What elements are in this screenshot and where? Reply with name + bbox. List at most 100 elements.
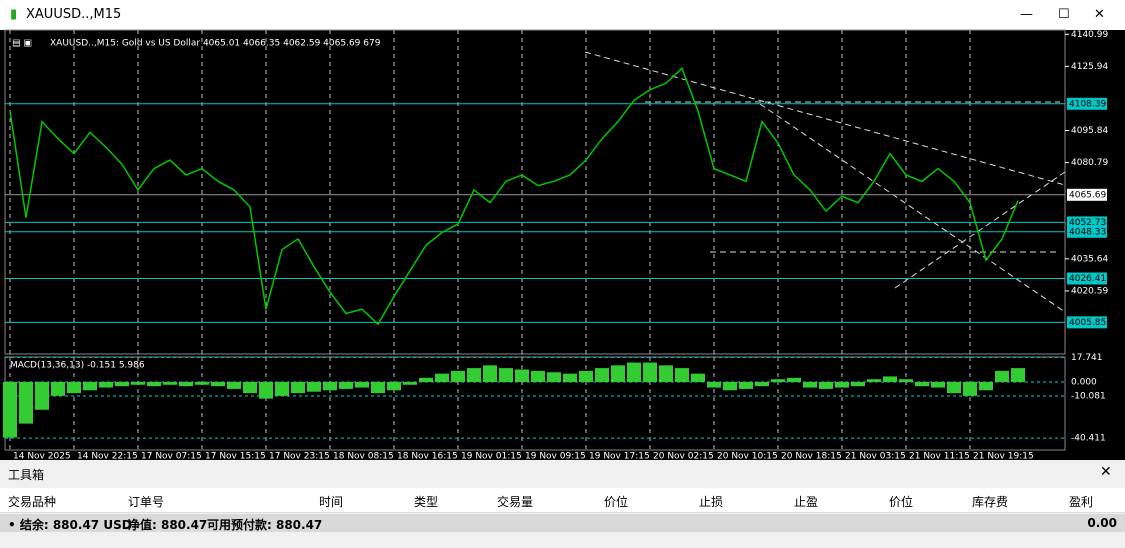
macd-bar (195, 381, 209, 385)
macd-bar (307, 381, 321, 392)
macd-bar (35, 381, 49, 410)
macd-bar (99, 381, 113, 388)
x-tick-label: 18 Nov 08:15 (333, 452, 394, 461)
level-tag (1067, 97, 1107, 110)
macd-bar (227, 381, 241, 389)
macd-bar (483, 365, 497, 382)
macd-bar (595, 368, 609, 382)
macd-bar (435, 373, 449, 382)
x-tick-label: 20 Nov 02:15 (653, 452, 714, 461)
macd-bar (899, 379, 913, 382)
macd-bar (115, 381, 129, 387)
macd-bar (995, 370, 1009, 382)
macd-bar (163, 381, 177, 385)
column-label[interactable]: 价位 (888, 495, 913, 509)
macd-bar (931, 381, 945, 388)
macd-bar (963, 381, 977, 396)
column-label[interactable]: 止损 (698, 495, 723, 509)
column-label[interactable]: 订单号 (128, 495, 165, 509)
macd-bar (339, 381, 353, 389)
macd-bar (547, 372, 561, 382)
macd-bar (259, 381, 273, 399)
column-header: 交易品种 订单号 时间 类型 交易量 价位 止损 止盈 价位 库存费 盈利 (0, 488, 1125, 513)
macd-bar (531, 370, 545, 382)
x-tick-label: 17 Nov 23:15 (269, 452, 330, 461)
level-label: 4026.41 (1069, 274, 1106, 284)
y-tick-label: 4095.84 (1071, 126, 1108, 136)
macd-bar (723, 381, 737, 391)
y-tick-label: 4125.94 (1071, 62, 1108, 72)
maximize-button[interactable]: ☐ (1058, 7, 1070, 22)
x-tick-label: 17 Nov 07:15 (141, 452, 202, 461)
y-tick-label: 17.741 (1071, 353, 1103, 363)
macd-bar (323, 381, 337, 391)
macd-bar (19, 381, 33, 424)
macd-bar (419, 377, 433, 382)
column-label[interactable]: 时间 (318, 495, 343, 509)
macd-bar (211, 381, 225, 387)
macd-bar (851, 381, 865, 387)
toolbox: 工具箱 ✕ 交易品种 订单号 时间 类型 交易量 价位 止损 止盈 价位 库存费 盈利 • 结余: … (0, 460, 1125, 548)
minimize-button[interactable]: — (1020, 7, 1033, 22)
level-tag (1067, 316, 1107, 329)
column-label[interactable]: 止盈 (793, 495, 818, 509)
current-price-tag (1067, 188, 1107, 201)
macd-bar (867, 379, 881, 382)
column-label[interactable]: 类型 (413, 495, 438, 509)
toolbox-title: 工具箱 (8, 468, 45, 482)
free-margin: 可用预付款: 880.47 (207, 518, 323, 532)
macd-bar (403, 381, 417, 385)
y-tick-label: 4020.59 (1071, 286, 1108, 296)
macd-bar (243, 381, 257, 394)
column-label[interactable]: 库存费 (971, 495, 1008, 509)
macd-bar (515, 369, 529, 382)
macd-bar (1011, 368, 1025, 382)
x-tick-label: 20 Nov 18:15 (781, 452, 842, 461)
macd-bar (947, 381, 961, 394)
chart: ▤ ▣ XAUUSD..,M15: Gold vs US Dollar 4065… (0, 29, 1125, 461)
balance-text: 结余: 880.47 USD (19, 518, 132, 532)
macd-bar (915, 381, 929, 387)
macd-bar (787, 377, 801, 382)
column-label[interactable]: 交易量 (496, 495, 533, 509)
macd-bar (67, 381, 81, 394)
price-chart-info: XAUUSD..,M15: Gold vs US Dollar 4065.01 … (50, 39, 381, 49)
y-tick-label: 4140.99 (1071, 30, 1108, 40)
trendlines (584, 51, 1066, 313)
macd-bar (803, 381, 817, 388)
macd-title: MACD(13,36,13) -0.151 5.986 (10, 361, 145, 371)
level-label: 4108.39 (1069, 99, 1106, 109)
column-label[interactable]: 交易品种 (8, 495, 57, 509)
macd-bar (771, 379, 785, 382)
macd-bar (755, 381, 769, 387)
macd-bar (691, 373, 705, 382)
x-tick-label: 19 Nov 01:15 (461, 452, 522, 461)
equity: 净值: 880.47 (128, 518, 208, 532)
y-tick-label: -10.081 (1071, 391, 1106, 401)
macd-bar (611, 365, 625, 382)
level-tag (1067, 272, 1107, 285)
macd-bar (467, 368, 481, 382)
symbol-icon: ▤ ▣ (12, 39, 32, 49)
x-tick-label: 19 Nov 09:15 (525, 452, 586, 461)
macd-bar (675, 368, 689, 382)
macd-bar (739, 381, 753, 389)
level-label: 4048.33 (1069, 227, 1106, 237)
close-button[interactable]: ✕ (1094, 7, 1105, 22)
macd-bar (451, 370, 465, 382)
title-bar: ▮ XAUUSD..,M15 — ☐ ✕ (0, 0, 1125, 30)
column-label[interactable]: 盈利 (1068, 495, 1093, 509)
macd-bar (835, 381, 849, 388)
level-tag (1067, 225, 1107, 238)
y-tick-label: 0.000 (1071, 377, 1097, 387)
x-tick-label: 20 Nov 10:15 (717, 452, 778, 461)
macd-bar (83, 381, 97, 391)
toolbox-close[interactable]: ✕ (1100, 464, 1112, 480)
macd-bar (355, 381, 369, 388)
column-label[interactable]: 价位 (603, 495, 628, 509)
macd-bar (51, 381, 65, 396)
level-label: 4052.73 (1069, 218, 1106, 228)
macd-bar (579, 370, 593, 382)
macd-bar (563, 373, 577, 382)
